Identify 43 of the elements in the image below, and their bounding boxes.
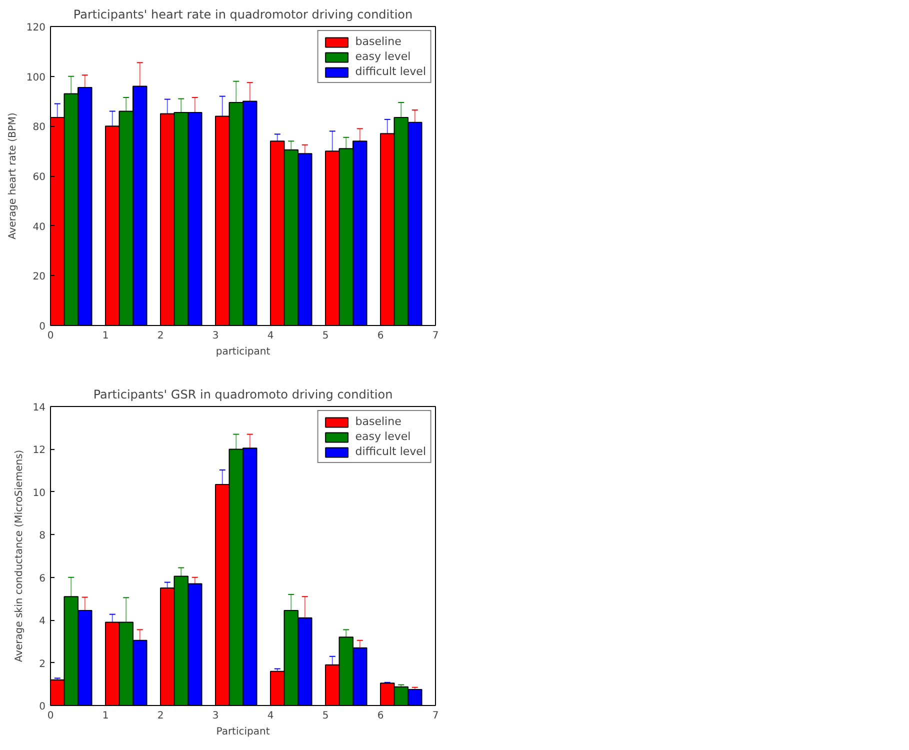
y-tick-label: 20 — [32, 272, 46, 283]
x-tick-label: 1 — [102, 710, 109, 722]
y-tick-label: 10 — [32, 488, 46, 499]
x-tick-label: 0 — [47, 330, 54, 342]
x-tick-label: 6 — [377, 330, 384, 342]
y-tick-label: 60 — [32, 172, 46, 183]
chart-title: Participants' GSR in quadromoto driving condition — [93, 388, 393, 402]
x-tick-label: 7 — [432, 330, 439, 342]
legend-label: baseline — [355, 415, 402, 428]
legend-label: baseline — [355, 35, 402, 48]
y-tick-label: 14 — [32, 402, 46, 414]
y-tick-label: 100 — [26, 72, 46, 84]
x-tick-label: 7 — [432, 710, 439, 722]
x-tick-label: 5 — [322, 330, 329, 342]
y-tick-label: 12 — [32, 445, 46, 456]
y-tick-label: 0 — [39, 702, 46, 712]
y-tick-label: 2 — [39, 658, 46, 670]
x-tick-label: 4 — [267, 330, 274, 342]
x-axis-title: Participant — [216, 726, 270, 738]
legend-label: easy level — [355, 430, 411, 443]
x-tick-label: 2 — [157, 330, 164, 342]
y-tick-label: 4 — [39, 616, 46, 628]
legend-label: easy level — [355, 50, 411, 63]
y-tick-label: 40 — [32, 222, 46, 233]
x-tick-label: 2 — [157, 710, 164, 722]
x-tick-label: 4 — [267, 710, 274, 722]
y-tick-label: 6 — [39, 573, 46, 584]
x-axis-title: participant — [216, 346, 270, 358]
x-tick-label: 3 — [212, 330, 219, 342]
y-axis-title: Average skin conductance (MicroSiemens) — [14, 450, 25, 662]
y-axis-title: Average heart rate (BPM) — [7, 112, 18, 240]
y-tick-label: 8 — [39, 530, 46, 542]
y-tick-label: 120 — [26, 22, 46, 34]
x-tick-label: 3 — [212, 710, 219, 722]
y-tick-label: 0 — [39, 322, 46, 332]
legend-label: difficult level — [355, 445, 426, 458]
x-tick-label: 1 — [102, 330, 109, 342]
legend-label: difficult level — [355, 65, 426, 78]
x-tick-label: 0 — [47, 710, 54, 722]
y-tick-label: 80 — [32, 122, 46, 134]
x-tick-label: 5 — [322, 710, 329, 722]
x-tick-label: 6 — [377, 710, 384, 722]
chart-title: Participants' heart rate in quadromotor driving condition — [73, 8, 413, 22]
